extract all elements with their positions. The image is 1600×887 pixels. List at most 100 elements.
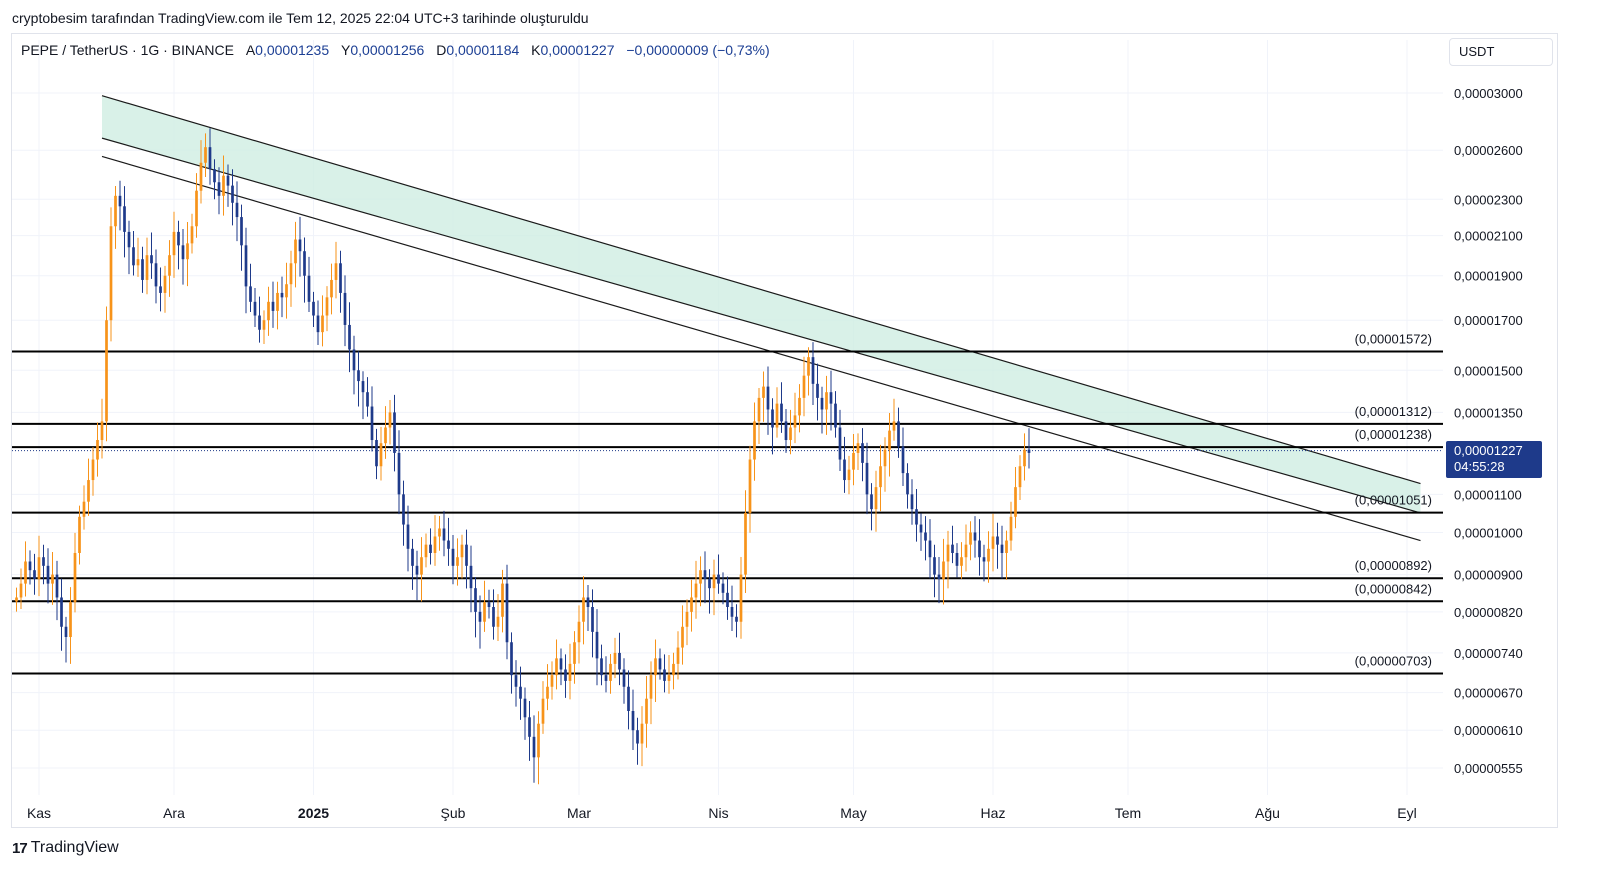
candle-body	[946, 544, 950, 562]
candle-body	[672, 663, 675, 676]
candle-body	[217, 182, 221, 196]
candle-body	[883, 449, 887, 467]
candle-body	[393, 412, 396, 453]
candle-body	[64, 626, 68, 638]
candle-body	[190, 226, 194, 244]
tradingview-brand[interactable]: 17 TradingView	[12, 839, 119, 857]
level-label: (0,00001051)	[1355, 493, 1432, 508]
candle-body	[334, 263, 338, 280]
candle-body	[213, 169, 216, 183]
candle-body	[442, 528, 446, 541]
candle-body	[514, 675, 518, 687]
candle-body	[469, 565, 473, 589]
candle-body	[919, 524, 923, 533]
chart-caption: cryptobesim tarafından TradingView.com i…	[12, 10, 589, 26]
brand-name: TradingView	[30, 839, 119, 856]
x-tick-label: 2025	[298, 805, 329, 821]
y-tick-label: 0,00000555	[1454, 761, 1523, 776]
candle-body	[631, 710, 635, 731]
tradingview-logo-icon: 17	[12, 839, 28, 857]
candle-body	[532, 736, 536, 758]
y-tick-label: 0,00001500	[1454, 363, 1523, 378]
candle-body	[186, 243, 189, 260]
candle-body	[429, 544, 432, 553]
candle-body	[573, 642, 576, 664]
candle-body	[141, 259, 144, 280]
candle-body	[150, 255, 153, 264]
candle-body	[501, 583, 504, 617]
symbol-name[interactable]: PEPE / TetherUS · 1G · BINANCE	[21, 42, 234, 58]
candle-body	[424, 544, 428, 558]
candle-body	[586, 597, 590, 608]
candle-body	[897, 421, 900, 447]
x-tick-label: Nis	[708, 805, 728, 821]
candle-body	[1023, 449, 1026, 467]
candle-body	[24, 561, 27, 584]
candle-body	[834, 403, 837, 428]
x-tick-label: Tem	[1115, 805, 1141, 821]
candle-body	[402, 494, 405, 525]
candle-body	[1000, 544, 1004, 553]
candle-body	[415, 565, 419, 575]
candle-body	[748, 459, 752, 513]
x-tick-label: Mar	[567, 805, 591, 821]
candle-body	[888, 430, 891, 450]
candle-body	[456, 557, 459, 566]
candle-body	[384, 427, 387, 444]
candle-body	[330, 279, 333, 298]
candle-body	[852, 452, 855, 470]
candle-body	[226, 175, 230, 186]
candle-body	[357, 370, 360, 382]
candle-body	[694, 583, 698, 598]
candle-body	[163, 275, 167, 293]
candle-body	[726, 592, 729, 608]
high-label: Y	[341, 42, 351, 58]
candle-body	[1018, 466, 1022, 488]
candle-body	[618, 652, 621, 670]
candle-body	[811, 357, 815, 384]
candle-body	[685, 611, 689, 627]
candle-body	[568, 663, 572, 681]
candle-body	[784, 421, 788, 441]
candle-body	[100, 421, 104, 441]
channel-lower-line	[101, 155, 1421, 542]
candle-body	[285, 284, 288, 298]
y-tick-label: 0,00000820	[1454, 605, 1523, 620]
candle-body	[874, 487, 878, 510]
candle-body	[235, 202, 239, 218]
x-tick-label: Ağu	[1255, 805, 1280, 821]
candle-body	[505, 583, 509, 643]
candle-body	[298, 239, 302, 252]
candle-body	[1005, 540, 1008, 553]
close-label: K	[531, 42, 541, 58]
candle-body	[793, 415, 797, 428]
x-tick-label: Eyl	[1397, 805, 1416, 821]
y-tick-label: 0,00000670	[1454, 686, 1523, 701]
candle-body	[244, 245, 248, 287]
candle-body	[982, 557, 986, 562]
candle-body	[379, 443, 383, 467]
candle-body	[915, 509, 918, 525]
candle-body	[465, 544, 468, 566]
candle-body	[856, 443, 860, 453]
candle-countdown: 04:55:28	[1454, 459, 1505, 474]
currency-selector[interactable]: USDT	[1449, 38, 1553, 66]
candle-body	[208, 147, 212, 170]
candle-body	[879, 466, 882, 488]
candle-body	[595, 631, 599, 659]
candle-body	[712, 574, 716, 589]
candle-body	[411, 548, 414, 566]
candle-body	[510, 642, 513, 676]
y-tick-label: 0,00001350	[1454, 405, 1523, 420]
candle-body	[969, 532, 972, 545]
candle-body	[159, 286, 162, 293]
candle-body	[37, 557, 41, 580]
last-price-value: 0,00001227	[1454, 443, 1523, 458]
candle-body	[249, 286, 252, 302]
candle-body	[960, 557, 963, 566]
candle-body	[775, 403, 779, 428]
candle-body	[838, 427, 842, 460]
candle-body	[271, 301, 275, 311]
candle-body	[69, 602, 72, 638]
